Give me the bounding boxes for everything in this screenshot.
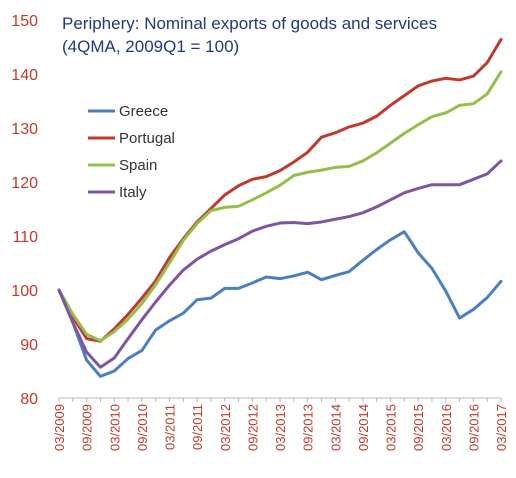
y-tick-label: 80 xyxy=(20,391,38,408)
series-line-greece xyxy=(57,230,503,378)
x-tick-label: 03/2010 xyxy=(107,404,122,451)
chart-subtitle: (4QMA, 2009Q1 = 100) xyxy=(62,37,240,56)
legend-label-spain: Spain xyxy=(119,157,157,174)
y-tick-label: 110 xyxy=(12,229,38,246)
series-line-spain xyxy=(57,70,503,343)
y-tick-label: 90 xyxy=(20,337,38,354)
x-tick-label: 09/2010 xyxy=(135,404,150,451)
y-tick-label: 100 xyxy=(11,283,38,300)
x-tick-label: 03/2015 xyxy=(384,404,399,451)
x-tick-label: 03/2012 xyxy=(218,404,233,451)
x-tick-label: 09/2009 xyxy=(80,404,95,451)
x-tick-label: 09/2011 xyxy=(190,404,205,450)
x-tick-label: 03/2013 xyxy=(273,404,288,451)
legend-label-italy: Italy xyxy=(119,184,147,201)
x-tick-label: 09/2014 xyxy=(356,404,371,451)
chart-title: Periphery: Nominal exports of goods and … xyxy=(62,12,437,58)
series-line-italy xyxy=(57,159,503,369)
x-tick-label: 09/2016 xyxy=(466,404,481,451)
x-tick-label: 03/2011 xyxy=(163,404,178,450)
x-tick-label: 03/2009 xyxy=(52,404,67,451)
series-line-portugal xyxy=(57,37,503,343)
y-tick-label: 120 xyxy=(11,175,38,192)
x-tick-label: 03/2017 xyxy=(494,404,509,451)
legend-label-greece: Greece xyxy=(119,103,168,120)
y-tick-label: 140 xyxy=(11,67,38,84)
y-tick-label: 130 xyxy=(11,121,38,138)
x-tick-label: 09/2012 xyxy=(245,404,260,451)
chart-title-line1: Periphery: Nominal exports of goods and … xyxy=(62,14,438,33)
x-tick-label: 03/2016 xyxy=(439,404,454,451)
x-tick-label: 09/2015 xyxy=(411,404,426,451)
x-tick-label: 03/2014 xyxy=(328,404,343,451)
legend-label-portugal: Portugal xyxy=(119,130,175,147)
y-tick-label: 150 xyxy=(11,13,38,30)
x-tick-label: 09/2013 xyxy=(301,404,316,451)
